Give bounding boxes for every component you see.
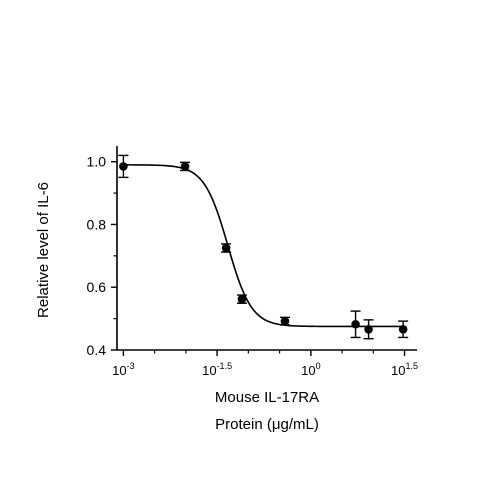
axis-labels: 0.4 0.6 0.8 1.0 10-3 10-1.5 100 101.5 Mouse IL-1… bbox=[35, 154, 418, 433]
data-points-layer bbox=[118, 154, 409, 340]
data-point bbox=[364, 324, 373, 334]
x-tick-label: 10-3 bbox=[112, 361, 134, 378]
x-tick-label: 100 bbox=[301, 361, 320, 378]
y-tick-label: 0.4 bbox=[87, 342, 107, 358]
data-point bbox=[398, 324, 408, 334]
x-axis-label-line: Mouse IL-17RA bbox=[215, 389, 319, 406]
x-tick-label: 101.5 bbox=[391, 361, 418, 378]
axes bbox=[111, 146, 417, 356]
y-axis-label: Relative level of IL-6 bbox=[35, 182, 52, 318]
data-point bbox=[119, 162, 128, 171]
y-tick-label: 1.0 bbox=[87, 154, 107, 170]
x-tick-label: 10-1.5 bbox=[202, 361, 232, 378]
data-point bbox=[221, 243, 231, 253]
data-point bbox=[351, 319, 360, 329]
y-tick-label: 0.6 bbox=[87, 279, 107, 295]
data-point bbox=[237, 294, 247, 304]
data-point bbox=[280, 316, 290, 326]
fit-curve bbox=[123, 164, 405, 328]
data-point bbox=[180, 162, 190, 171]
y-tick-label: 0.8 bbox=[87, 216, 107, 232]
fit-curve-layer bbox=[123, 164, 405, 328]
x-axis-label-line: Protein (μg/mL) bbox=[215, 416, 319, 433]
